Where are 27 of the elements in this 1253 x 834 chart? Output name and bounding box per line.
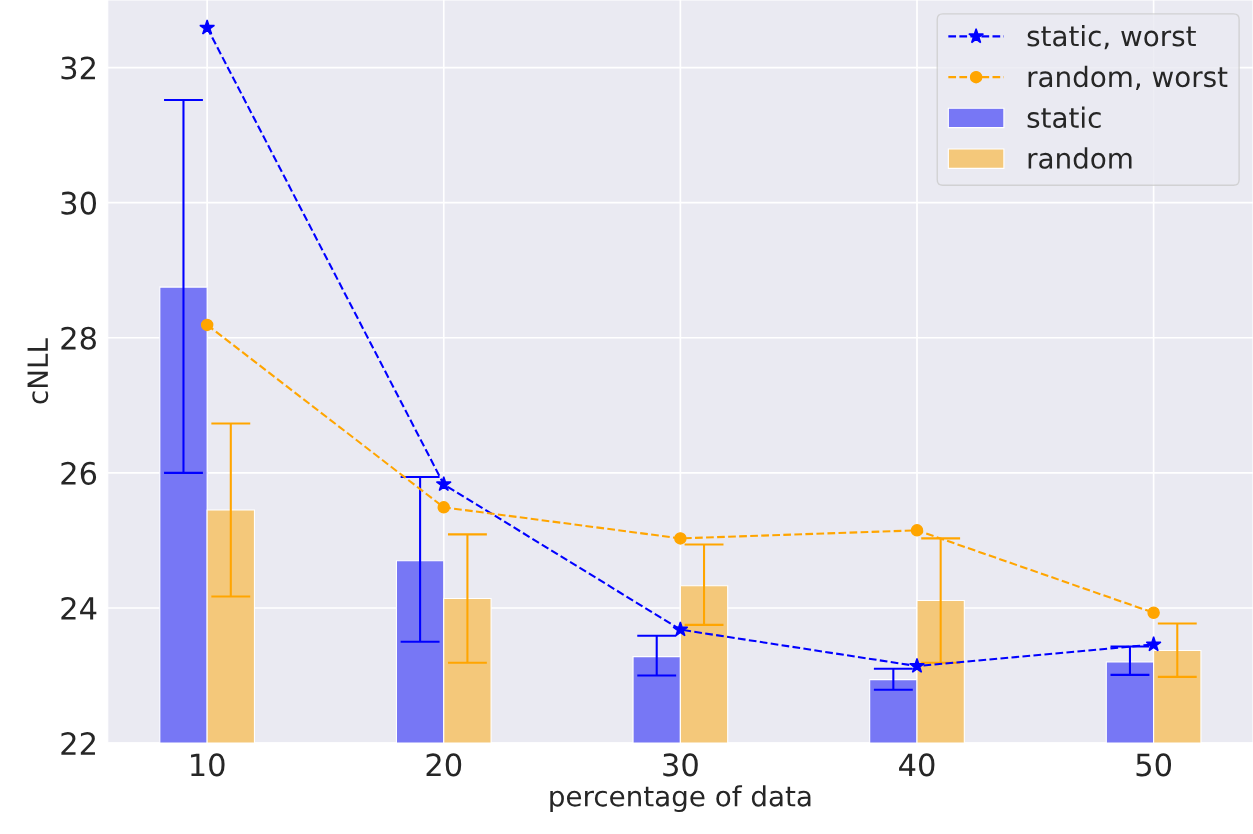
y-tick-label: 22 (61, 732, 95, 755)
x-tick-label: 10 (191, 753, 225, 777)
x-tick-label: 20 (426, 753, 462, 777)
point (199, 19, 216, 35)
y-tick-label: 28 (61, 326, 96, 350)
y-tick-label: 32 (61, 56, 95, 80)
legend-label: static, worst (1027, 25, 1196, 50)
point (674, 532, 687, 545)
y-tick-label: 30 (61, 191, 97, 215)
point (1145, 636, 1162, 652)
point (437, 501, 451, 514)
y-tick-label: 24 (61, 596, 97, 620)
y-tick-label: 26 (61, 461, 97, 485)
point (672, 621, 689, 637)
x-axis-title: percentage of data (550, 785, 811, 813)
y-axis-title: cNLL (27, 338, 49, 404)
point (909, 657, 925, 673)
x-tick-label: 40 (899, 753, 935, 777)
point (200, 318, 214, 332)
legend-label: random (1028, 147, 1132, 169)
x-tick-label: 30 (663, 753, 698, 777)
point (1147, 606, 1160, 619)
legend-label: static (1027, 106, 1101, 129)
point (435, 476, 452, 492)
legend-label: random, worst (1028, 65, 1228, 91)
x-tick-label: 50 (1136, 753, 1172, 777)
point (910, 524, 924, 537)
